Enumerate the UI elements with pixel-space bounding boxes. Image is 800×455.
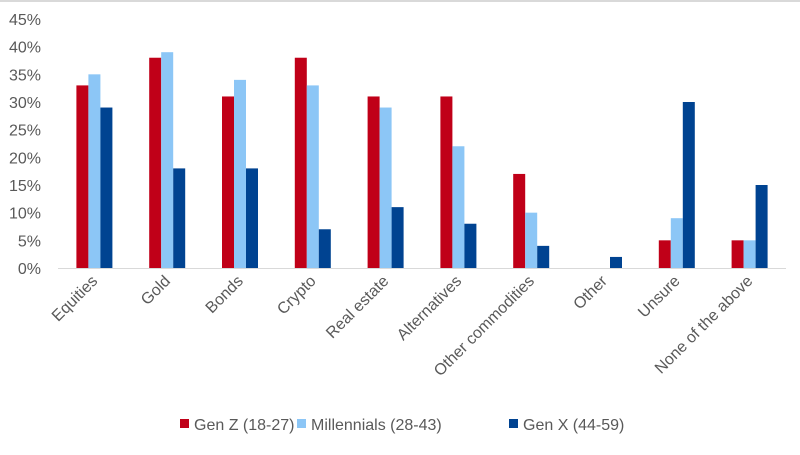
bar-real-estate-2 (391, 207, 404, 268)
x-tick-label: Real estate (323, 273, 392, 342)
bar-equities-2 (100, 107, 113, 269)
legend-item: Gen Z (18-27) (180, 417, 294, 434)
x-tick-label: Alternatives (394, 273, 465, 344)
legend-label: Gen Z (18-27) (194, 417, 294, 434)
bar-bonds-0 (222, 96, 234, 268)
bar-other-commodities-2 (537, 245, 550, 268)
bar-crypto-2 (318, 229, 331, 268)
y-tick-label: 5% (18, 233, 41, 250)
bar-gold-0 (149, 57, 162, 268)
x-tick-label: Other (571, 272, 612, 313)
bar-other-2 (610, 256, 622, 268)
bar-unsure-1 (670, 218, 683, 268)
bars (76, 52, 768, 269)
bar-equities-0 (76, 85, 89, 269)
bar-bonds-2 (246, 168, 258, 268)
bar-gold-1 (161, 52, 174, 269)
bar-real-estate-0 (367, 96, 380, 268)
bar-none-of-the-above-0 (731, 240, 744, 268)
y-tick-label: 25% (9, 123, 41, 140)
bar-other-commodities-1 (525, 212, 538, 268)
bar-unsure-2 (682, 102, 695, 268)
bar-none-of-the-above-2 (755, 185, 768, 268)
legend-label: Millennials (28-43) (311, 417, 442, 434)
x-tick-label: Unsure (635, 273, 684, 322)
x-tick-label: Gold (138, 273, 174, 309)
y-tick-label: 15% (9, 178, 41, 195)
bar-crypto-0 (294, 57, 307, 268)
legend-swatch (180, 419, 189, 428)
bar-other-commodities-0 (513, 173, 526, 268)
bar-alternatives-0 (440, 96, 453, 268)
bar-bonds-1 (234, 79, 246, 268)
y-tick-label: 45% (9, 12, 41, 29)
x-axis: Equities Gold Bonds Crypto Real estate Altern… (49, 272, 757, 379)
x-tick-label: Bonds (203, 273, 247, 317)
y-axis: 0% 5% 10% 15% 20% 25% 30% 35% 40% 45% (9, 12, 41, 278)
x-tick-label: Crypto (274, 273, 319, 318)
legend-item: Gen X (44-59) (509, 417, 624, 434)
legend-swatch (297, 419, 306, 428)
bar-alternatives-2 (464, 223, 477, 268)
y-tick-label: 20% (9, 150, 41, 167)
legend-swatch (509, 419, 518, 428)
y-tick-label: 10% (9, 206, 41, 223)
bar-crypto-1 (306, 85, 319, 269)
bar-equities-1 (88, 74, 101, 268)
bar-unsure-0 (658, 240, 671, 268)
y-tick-label: 30% (9, 95, 41, 112)
bar-gold-2 (173, 168, 186, 268)
bar-alternatives-1 (452, 146, 465, 268)
y-tick-label: 35% (9, 67, 41, 84)
legend-item: Millennials (28-43) (297, 417, 442, 434)
y-tick-label: 0% (18, 261, 41, 278)
x-tick-label: Equities (49, 273, 101, 325)
bar-real-estate-1 (379, 107, 392, 269)
y-tick-label: 40% (9, 40, 41, 57)
legend-label: Gen X (44-59) (523, 417, 624, 434)
legend: Gen Z (18-27) Millennials (28-43) Gen X (4… (180, 417, 624, 434)
bar-none-of-the-above-1 (743, 240, 756, 268)
